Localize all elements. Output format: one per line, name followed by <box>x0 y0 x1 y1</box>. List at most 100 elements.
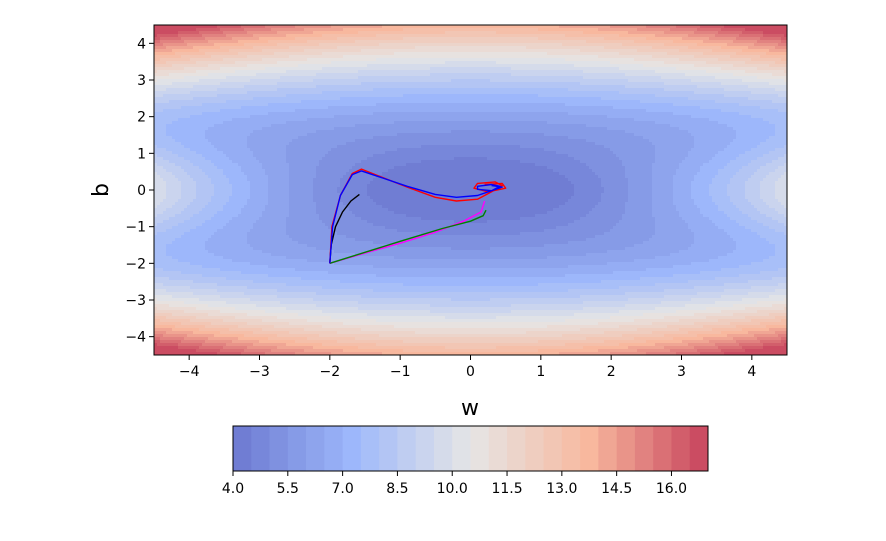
contour-cell <box>289 58 293 62</box>
contour-cell <box>583 61 587 65</box>
contour-cell <box>418 31 422 35</box>
contour-cell <box>583 58 587 62</box>
contour-cell <box>682 76 686 80</box>
contour-cell <box>343 31 347 35</box>
contour-cell <box>646 25 650 29</box>
contour-cell <box>607 34 611 38</box>
contour-cell <box>184 58 188 62</box>
contour-cell <box>442 43 446 47</box>
contour-cell <box>328 82 332 86</box>
contour-cell <box>622 37 626 41</box>
contour-cell <box>457 94 461 98</box>
contour-cell <box>457 61 461 65</box>
contour-cell <box>472 82 476 86</box>
contour-cell <box>640 58 644 62</box>
contour-cell <box>706 85 710 89</box>
contour-cell <box>562 85 566 89</box>
contour-cell <box>250 31 254 35</box>
contour-cell <box>415 67 419 71</box>
contour-cell <box>391 67 395 71</box>
contour-cell <box>640 34 644 38</box>
contour-cell <box>661 37 665 41</box>
contour-cell <box>598 28 602 32</box>
contour-cell <box>622 46 626 50</box>
contour-cell <box>745 82 749 86</box>
contour-cell <box>562 76 566 80</box>
contour-cell <box>373 73 377 77</box>
contour-cell <box>388 94 392 98</box>
contour-cell <box>433 61 437 65</box>
contour-cell <box>772 61 776 65</box>
contour-cell <box>454 91 458 95</box>
contour-cell <box>430 61 434 65</box>
contour-cell <box>505 46 509 50</box>
contour-cell <box>625 52 629 56</box>
contour-cell <box>565 37 569 41</box>
contour-cell <box>229 52 233 56</box>
contour-cell <box>511 91 515 95</box>
contour-cell <box>187 70 191 74</box>
contour-cell <box>427 91 431 95</box>
contour-cell <box>610 31 614 35</box>
contour-cell <box>178 46 182 50</box>
contour-cell <box>784 85 787 89</box>
contour-cell <box>427 28 431 32</box>
contour-cell <box>640 67 644 71</box>
contour-cell <box>337 73 341 77</box>
contour-cell <box>718 37 722 41</box>
contour-cell <box>604 46 608 50</box>
contour-cell <box>280 25 284 29</box>
contour-cell <box>247 85 251 89</box>
contour-cell <box>739 40 743 44</box>
contour-cell <box>433 91 437 95</box>
contour-cell <box>496 85 500 89</box>
contour-cell <box>172 52 176 56</box>
contour-cell <box>679 88 683 92</box>
contour-cell <box>778 88 782 92</box>
contour-cell <box>325 61 329 65</box>
contour-cell <box>487 28 491 32</box>
contour-cell <box>685 25 689 29</box>
contour-cell <box>505 49 509 53</box>
contour-cell <box>193 52 197 56</box>
contour-cell <box>430 94 434 98</box>
contour-cell <box>625 73 629 77</box>
contour-cell <box>601 76 605 80</box>
contour-cell <box>352 91 356 95</box>
contour-cell <box>163 82 167 86</box>
contour-cell <box>370 37 374 41</box>
contour-cell <box>250 94 254 98</box>
contour-cell <box>430 79 434 83</box>
contour-cell <box>622 40 626 44</box>
contour-cell <box>310 46 314 50</box>
contour-cell <box>169 82 173 86</box>
contour-cell <box>550 64 554 68</box>
contour-cell <box>577 52 581 56</box>
contour-cell <box>754 31 758 35</box>
contour-cell <box>226 70 230 74</box>
contour-cell <box>205 85 209 89</box>
contour-cell <box>334 25 338 29</box>
contour-cell <box>751 55 755 59</box>
contour-cell <box>256 91 260 95</box>
contour-cell <box>277 34 281 38</box>
contour-cell <box>529 91 533 95</box>
contour-cell <box>169 37 173 41</box>
contour-cell <box>280 49 284 53</box>
contour-cell <box>160 88 164 92</box>
contour-cell <box>625 85 629 89</box>
contour-cell <box>640 61 644 65</box>
contour-cell <box>742 28 746 32</box>
contour-cell <box>292 76 296 80</box>
contour-cell <box>568 73 572 77</box>
contour-cell <box>349 40 353 44</box>
contour-cell <box>472 67 476 71</box>
contour-cell <box>565 94 569 98</box>
contour-cell <box>304 55 308 59</box>
contour-cell <box>748 58 752 62</box>
contour-cell <box>310 79 314 83</box>
contour-cell <box>442 82 446 86</box>
contour-cell <box>682 55 686 59</box>
contour-cell <box>184 88 188 92</box>
contour-cell <box>589 43 593 47</box>
